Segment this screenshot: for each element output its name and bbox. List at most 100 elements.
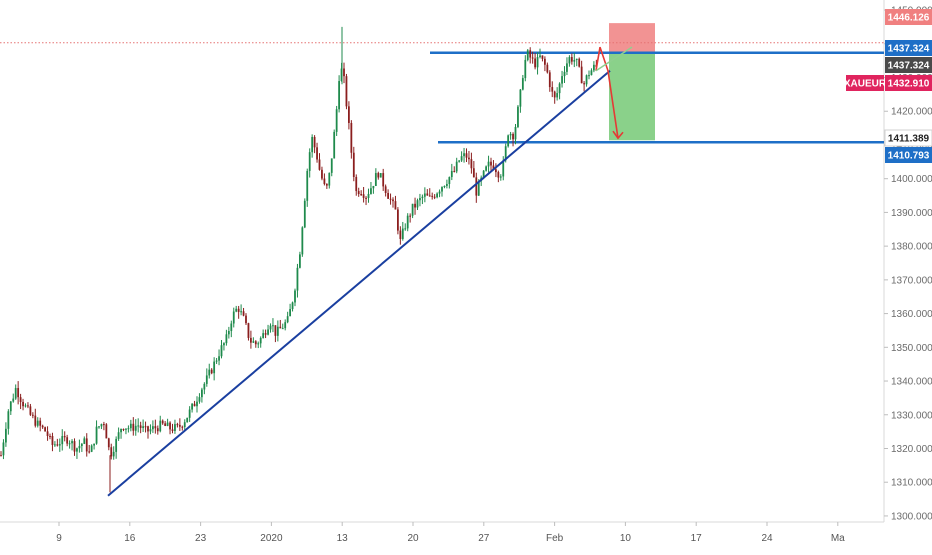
candle-body	[517, 106, 519, 128]
candle-body	[338, 81, 340, 110]
candle-body	[274, 325, 277, 336]
candle-body	[357, 191, 360, 195]
candle-body	[95, 426, 98, 444]
candle-body	[546, 64, 549, 73]
candle-body	[80, 443, 83, 447]
candle-body	[455, 161, 458, 172]
candle-body	[134, 425, 137, 431]
candle-body	[252, 341, 255, 343]
x-tick-label: 13	[337, 533, 349, 544]
y-tick-label: 1420.000	[891, 107, 932, 118]
candle-body	[352, 152, 355, 177]
price-tag-bg	[884, 129, 932, 147]
candle-body	[583, 83, 585, 85]
stop-loss-zone	[609, 23, 655, 53]
candle-body	[164, 423, 167, 426]
candle-body	[127, 428, 130, 430]
candle-body	[284, 322, 287, 329]
candle-body	[68, 443, 71, 445]
candle-body	[66, 437, 69, 444]
candle-body	[0, 455, 2, 457]
candle-body	[267, 329, 269, 335]
candle-body	[482, 170, 485, 178]
candle-body	[367, 193, 370, 199]
candle-body	[71, 441, 73, 444]
candle-body	[44, 427, 46, 432]
candle-body	[475, 177, 478, 196]
candle-body	[509, 133, 512, 136]
candle-body	[382, 173, 385, 187]
y-tick-label: 1320.000	[891, 444, 932, 455]
candle-body	[416, 200, 419, 208]
candle-body	[22, 401, 24, 407]
candle-body	[450, 170, 453, 178]
candle-body	[551, 87, 554, 92]
candle-body	[580, 66, 583, 84]
candle-body	[269, 325, 272, 330]
candle-body	[264, 333, 267, 335]
candle-body	[374, 173, 377, 186]
candle-body	[370, 188, 372, 194]
candle-body	[281, 328, 284, 330]
projection-arrowhead	[612, 130, 624, 140]
candle-body	[247, 323, 250, 338]
candle-body	[566, 63, 568, 72]
candle-body	[279, 326, 282, 329]
candle-body	[556, 93, 559, 98]
x-tick-label: 27	[478, 533, 490, 544]
price-tag: 1437.324	[888, 44, 930, 55]
candle-body	[294, 290, 296, 303]
candle-body	[519, 89, 522, 107]
candle-body	[490, 161, 492, 166]
candle-body	[301, 227, 304, 255]
symbol-tag: XAUEUR	[844, 79, 887, 90]
candle-body	[250, 337, 252, 343]
candle-body	[225, 334, 228, 344]
ascending-trendline[interactable]	[107, 70, 611, 497]
candle-body	[213, 361, 216, 374]
candle-body	[401, 228, 404, 239]
candle-body	[365, 197, 367, 199]
x-tick-label: 24	[761, 533, 773, 544]
candle-body	[443, 185, 446, 188]
candle-body	[487, 161, 490, 167]
candle-body	[186, 417, 189, 423]
candle-body	[46, 431, 49, 437]
candle-body	[17, 388, 20, 398]
candle-body	[61, 436, 64, 445]
candle-body	[291, 302, 294, 310]
candle-body	[348, 106, 350, 123]
candle-body	[399, 230, 402, 239]
candle-body	[29, 406, 32, 415]
candle-body	[441, 187, 443, 192]
candle-body	[232, 311, 235, 324]
candle-body	[27, 405, 29, 407]
candle-body	[316, 147, 318, 160]
candle-body	[328, 172, 331, 186]
y-tick-label: 1330.000	[891, 410, 932, 421]
price-tag-bg	[885, 57, 932, 73]
candle-body	[245, 315, 247, 324]
candle-body	[156, 428, 159, 432]
candle-body	[178, 424, 181, 427]
candle-body	[205, 375, 208, 384]
candle-body	[362, 194, 365, 198]
candle-body	[188, 409, 191, 418]
candle-body	[318, 159, 321, 170]
candle-body	[286, 316, 289, 323]
candle-body	[100, 424, 103, 427]
candle-body	[242, 311, 245, 316]
candle-body	[389, 198, 392, 200]
candle-body	[9, 401, 12, 412]
y-tick-label: 1300.000	[891, 511, 932, 522]
candle-body	[49, 436, 51, 438]
candle-body	[159, 420, 162, 432]
candle-body	[73, 441, 76, 452]
candle-body	[485, 166, 487, 171]
candle-body	[548, 72, 551, 88]
projection-arrow	[595, 46, 619, 139]
y-tick-label: 1390.000	[891, 208, 932, 219]
candle-body	[142, 426, 144, 428]
